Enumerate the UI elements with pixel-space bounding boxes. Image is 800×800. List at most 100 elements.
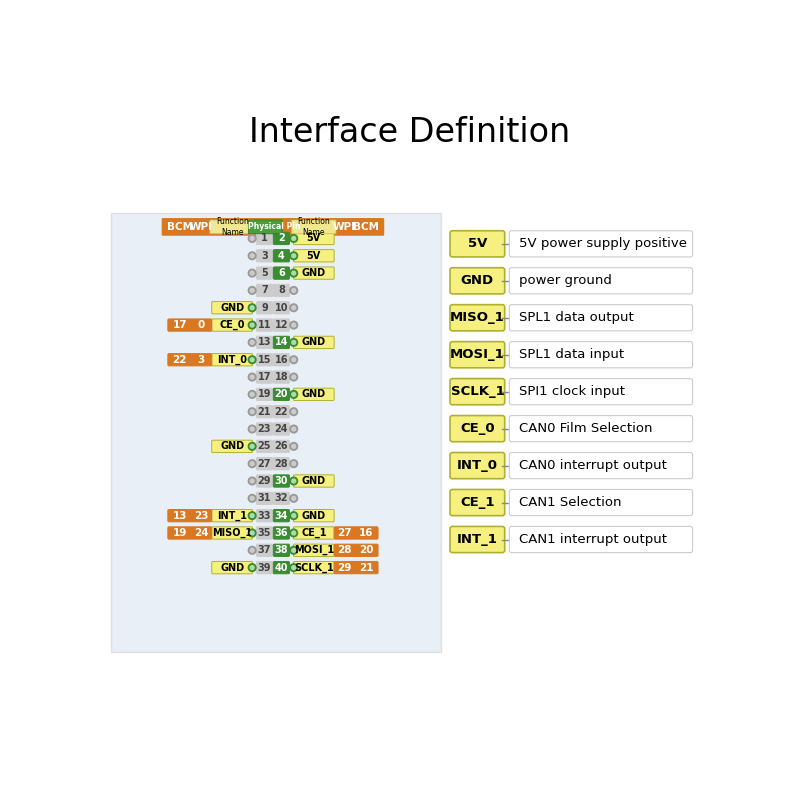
FancyBboxPatch shape	[274, 336, 290, 349]
Text: 37: 37	[258, 546, 271, 555]
Text: 16: 16	[359, 528, 374, 538]
Text: BCM: BCM	[353, 222, 379, 232]
FancyBboxPatch shape	[168, 527, 192, 539]
FancyBboxPatch shape	[256, 510, 273, 522]
FancyBboxPatch shape	[274, 371, 290, 383]
Circle shape	[292, 358, 296, 362]
Circle shape	[290, 460, 298, 467]
FancyBboxPatch shape	[274, 510, 290, 522]
FancyBboxPatch shape	[212, 319, 253, 331]
Text: 18: 18	[274, 372, 288, 382]
FancyBboxPatch shape	[354, 562, 378, 574]
Circle shape	[250, 445, 254, 448]
Text: SCLK_1: SCLK_1	[450, 385, 504, 398]
Circle shape	[248, 460, 256, 467]
FancyBboxPatch shape	[274, 492, 290, 505]
FancyBboxPatch shape	[510, 230, 693, 257]
Circle shape	[248, 373, 256, 381]
Circle shape	[250, 271, 254, 275]
FancyBboxPatch shape	[294, 562, 334, 574]
Text: 26: 26	[274, 442, 288, 451]
Text: 35: 35	[258, 528, 271, 538]
FancyBboxPatch shape	[162, 218, 384, 236]
Text: 1: 1	[261, 234, 268, 243]
Text: 22: 22	[173, 354, 187, 365]
Text: 10: 10	[274, 302, 288, 313]
Circle shape	[292, 548, 296, 552]
Text: 2: 2	[278, 234, 285, 243]
Text: GND: GND	[461, 274, 494, 287]
FancyBboxPatch shape	[274, 388, 290, 401]
Circle shape	[250, 410, 254, 414]
Circle shape	[290, 252, 298, 260]
FancyBboxPatch shape	[168, 319, 192, 331]
Text: BCM: BCM	[166, 222, 193, 232]
Circle shape	[250, 358, 254, 362]
Circle shape	[292, 462, 296, 466]
Circle shape	[248, 425, 256, 433]
Circle shape	[292, 479, 296, 483]
FancyBboxPatch shape	[274, 250, 290, 262]
Circle shape	[248, 322, 256, 329]
Circle shape	[290, 564, 298, 571]
Text: GND: GND	[302, 268, 326, 278]
Circle shape	[248, 286, 256, 294]
FancyBboxPatch shape	[274, 544, 290, 557]
Text: 0: 0	[198, 320, 205, 330]
Circle shape	[290, 546, 298, 554]
Circle shape	[290, 512, 298, 519]
FancyBboxPatch shape	[256, 423, 273, 435]
FancyBboxPatch shape	[256, 440, 273, 453]
FancyBboxPatch shape	[256, 388, 273, 401]
Text: MISO_1: MISO_1	[212, 528, 252, 538]
FancyBboxPatch shape	[510, 305, 693, 331]
Circle shape	[290, 425, 298, 433]
Circle shape	[292, 427, 296, 431]
FancyBboxPatch shape	[274, 232, 290, 245]
Circle shape	[292, 514, 296, 518]
Circle shape	[250, 254, 254, 258]
FancyBboxPatch shape	[510, 342, 693, 368]
Circle shape	[250, 323, 254, 327]
Text: 3: 3	[198, 354, 205, 365]
Text: 8: 8	[278, 286, 285, 295]
Circle shape	[292, 323, 296, 327]
Text: 30: 30	[274, 476, 288, 486]
FancyBboxPatch shape	[256, 406, 273, 418]
FancyBboxPatch shape	[274, 527, 290, 539]
Circle shape	[248, 234, 256, 242]
Text: Function
Name: Function Name	[298, 217, 330, 237]
Circle shape	[250, 462, 254, 466]
FancyBboxPatch shape	[256, 475, 273, 487]
Text: Interface Definition: Interface Definition	[250, 117, 570, 150]
Text: SPL1 data output: SPL1 data output	[519, 311, 634, 324]
FancyBboxPatch shape	[294, 250, 334, 262]
Text: 5: 5	[261, 268, 268, 278]
FancyBboxPatch shape	[294, 544, 334, 557]
Text: INT_1: INT_1	[457, 533, 498, 546]
Circle shape	[250, 306, 254, 310]
Circle shape	[250, 566, 254, 570]
FancyBboxPatch shape	[294, 232, 334, 245]
Circle shape	[248, 564, 256, 571]
FancyBboxPatch shape	[191, 510, 212, 522]
Circle shape	[292, 341, 296, 344]
FancyBboxPatch shape	[510, 453, 693, 478]
FancyBboxPatch shape	[334, 527, 355, 539]
Text: MOSI_1: MOSI_1	[294, 545, 334, 555]
Text: 15: 15	[258, 354, 271, 365]
FancyBboxPatch shape	[334, 544, 355, 557]
Circle shape	[250, 393, 254, 396]
Text: 14: 14	[274, 338, 288, 347]
Circle shape	[290, 286, 298, 294]
FancyBboxPatch shape	[212, 302, 253, 314]
FancyBboxPatch shape	[450, 453, 505, 478]
Text: 28: 28	[338, 546, 352, 555]
FancyBboxPatch shape	[256, 319, 273, 331]
FancyBboxPatch shape	[274, 475, 290, 487]
Text: GND: GND	[302, 338, 326, 347]
Text: 27: 27	[338, 528, 352, 538]
FancyBboxPatch shape	[354, 544, 378, 557]
Circle shape	[290, 304, 298, 312]
Circle shape	[290, 529, 298, 537]
